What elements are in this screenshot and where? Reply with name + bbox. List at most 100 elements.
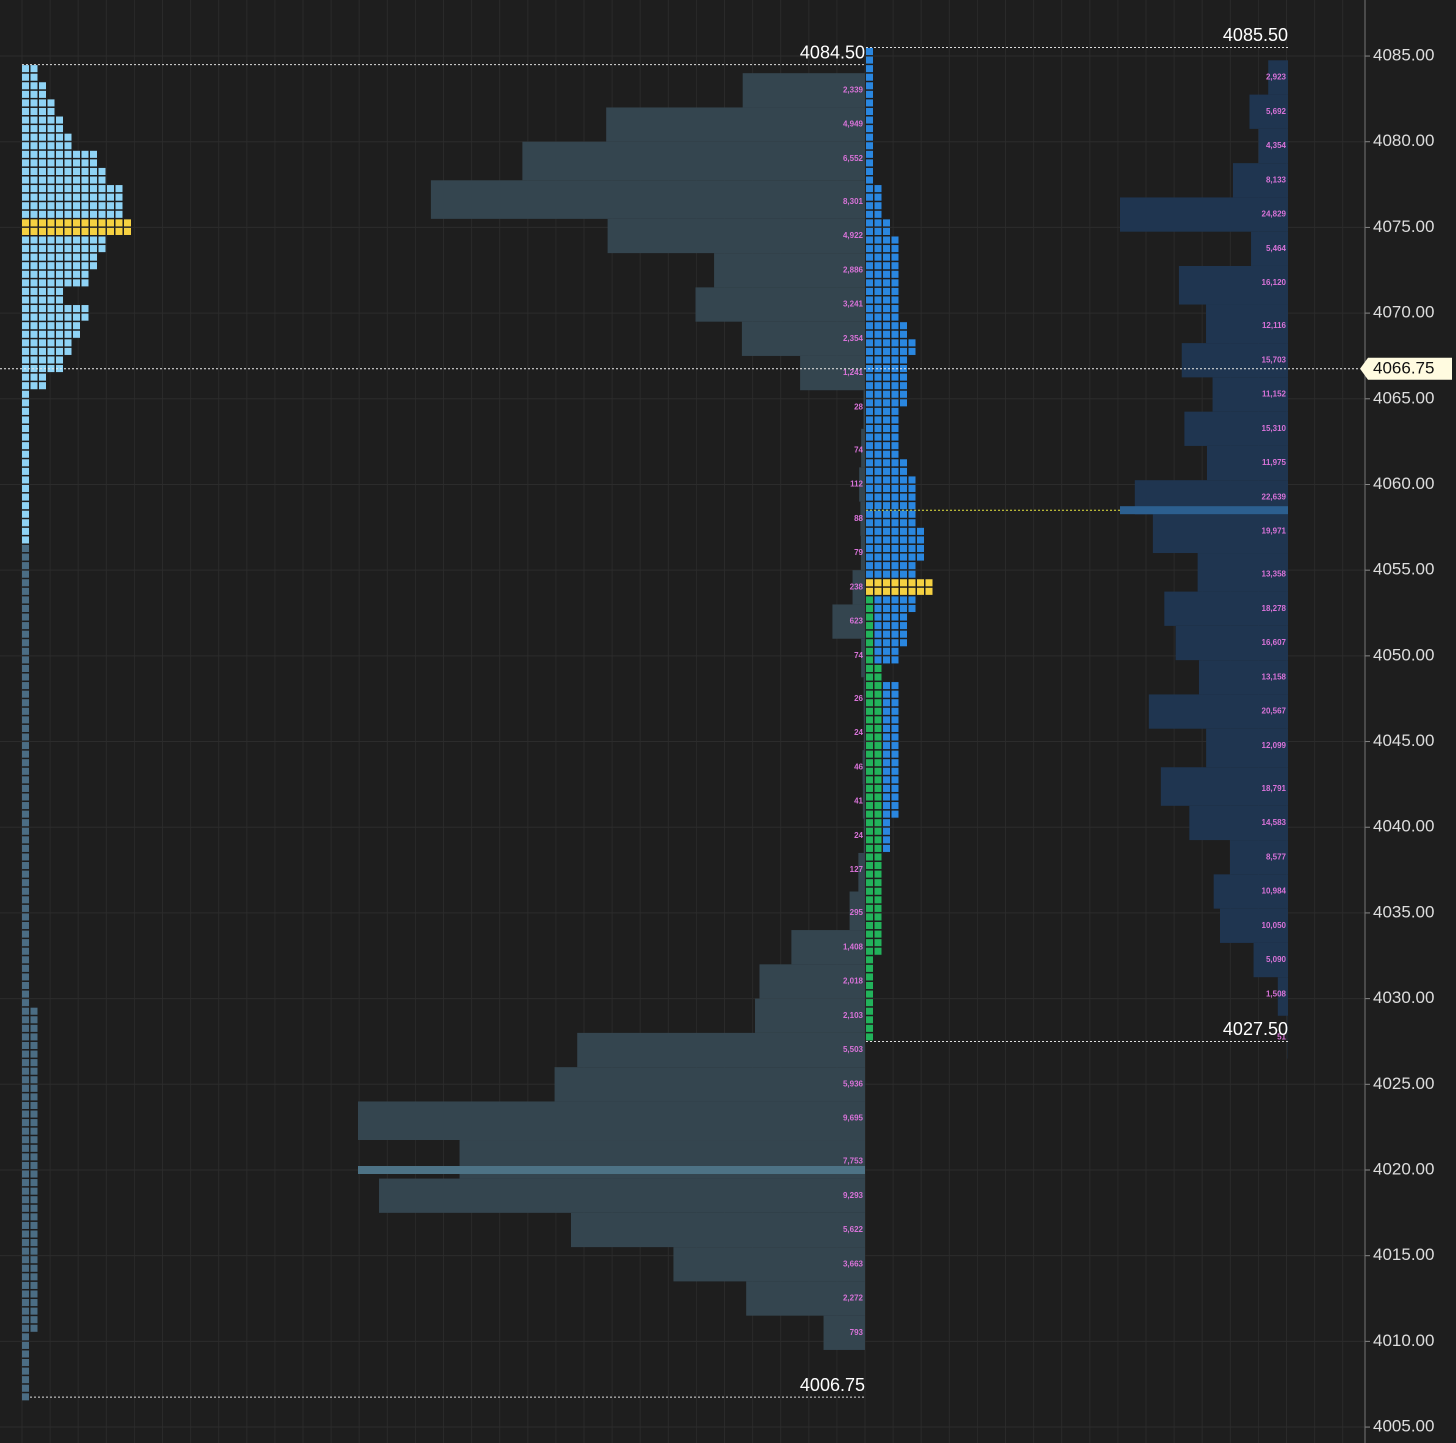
tpo-square <box>22 1187 29 1195</box>
y-tick-label: 4035.00 <box>1373 902 1434 921</box>
tpo-square <box>47 245 55 253</box>
tpo-square <box>81 227 89 235</box>
tpo-square <box>883 407 890 415</box>
tpo-square <box>866 425 873 433</box>
tpo-square <box>90 167 97 176</box>
tpo-square <box>883 425 890 433</box>
tpo-square <box>900 604 907 613</box>
tpo-square <box>39 262 46 270</box>
volume-bar <box>1206 445 1288 481</box>
tpo-square <box>883 253 890 261</box>
tpo-square <box>866 399 873 407</box>
tpo-square <box>30 133 38 141</box>
tpo-square <box>891 802 899 810</box>
tpo-square <box>39 270 46 278</box>
volume-label: 623 <box>850 617 864 626</box>
tpo-square <box>883 647 890 655</box>
tpo-square <box>98 210 106 218</box>
tpo-square <box>39 159 46 167</box>
tpo-square <box>30 185 38 193</box>
volume-label: 51 <box>1277 1032 1286 1041</box>
tpo-square <box>891 724 899 732</box>
tpo-square <box>883 682 890 690</box>
range-label: 4085.50 <box>1223 25 1288 45</box>
volume-bar <box>1184 411 1288 446</box>
tpo-square <box>917 536 924 544</box>
tpo-square <box>22 682 29 690</box>
tpo-square <box>866 433 873 441</box>
tpo-square <box>30 176 38 184</box>
tpo-square <box>30 65 38 73</box>
tpo-square <box>107 227 114 235</box>
tpo-square <box>39 185 46 193</box>
tpo-square <box>39 202 46 210</box>
tpo-square <box>30 1239 38 1247</box>
tpo-square <box>874 664 882 673</box>
tpo-square <box>874 793 882 801</box>
tpo-square <box>47 142 55 150</box>
tpo-square <box>883 382 890 390</box>
tpo-square <box>39 365 46 373</box>
tpo-square <box>874 544 882 553</box>
tpo-square <box>866 65 873 73</box>
tpo-square <box>22 65 29 73</box>
tpo-square <box>883 287 890 295</box>
tpo-square <box>908 562 916 570</box>
tpo-square <box>30 227 38 235</box>
tpo-square <box>866 810 873 818</box>
tpo-square <box>866 382 873 390</box>
volume-bar <box>1258 128 1288 164</box>
volume-label: 7,753 <box>843 1157 864 1166</box>
tpo-square <box>90 253 97 261</box>
tpo-square <box>56 176 63 184</box>
tpo-square <box>883 339 890 347</box>
tpo-square <box>30 305 38 313</box>
tpo-square <box>30 1033 38 1041</box>
tpo-square <box>22 1239 29 1247</box>
tpo-square <box>30 1161 38 1169</box>
tpo-square <box>22 510 29 518</box>
volume-bar <box>695 287 865 322</box>
tpo-square <box>874 536 882 544</box>
tpo-square <box>81 313 89 321</box>
tpo-square <box>883 810 890 818</box>
tpo-square <box>73 202 80 210</box>
tpo-square <box>30 1221 38 1229</box>
tpo-square <box>47 347 55 355</box>
tpo-square <box>22 1170 29 1178</box>
tpo-square <box>22 459 29 467</box>
tpo-square <box>891 425 899 433</box>
tpo-square <box>891 690 899 698</box>
tpo-square <box>22 904 29 912</box>
tpo-square <box>874 630 882 638</box>
tpo-square <box>30 107 38 116</box>
tpo-square <box>874 862 882 870</box>
tpo-square <box>81 253 89 261</box>
tpo-square <box>22 1050 29 1058</box>
tpo-square <box>73 167 80 176</box>
tpo-square <box>90 245 97 253</box>
tpo-square <box>64 193 72 201</box>
tpo-square <box>30 82 38 90</box>
tpo-square <box>883 305 890 313</box>
tpo-square <box>22 630 29 638</box>
tpo-square <box>874 416 882 424</box>
tpo-square <box>47 193 55 201</box>
tpo-square <box>900 630 907 638</box>
tpo-square <box>30 1213 38 1221</box>
tpo-square <box>73 313 80 321</box>
tpo-square <box>22 1307 29 1315</box>
tpo-square <box>866 544 873 553</box>
tpo-square <box>866 159 873 167</box>
tpo-square <box>866 296 873 304</box>
tpo-square <box>883 604 890 613</box>
tpo-square <box>30 1127 38 1135</box>
tpo-square <box>908 493 916 501</box>
tpo-square <box>874 767 882 775</box>
tpo-square <box>883 690 890 698</box>
tpo-square <box>891 793 899 801</box>
tpo-square <box>874 313 882 321</box>
tpo-square <box>866 716 873 724</box>
tpo-square <box>874 939 882 947</box>
volume-label: 24 <box>854 728 863 737</box>
